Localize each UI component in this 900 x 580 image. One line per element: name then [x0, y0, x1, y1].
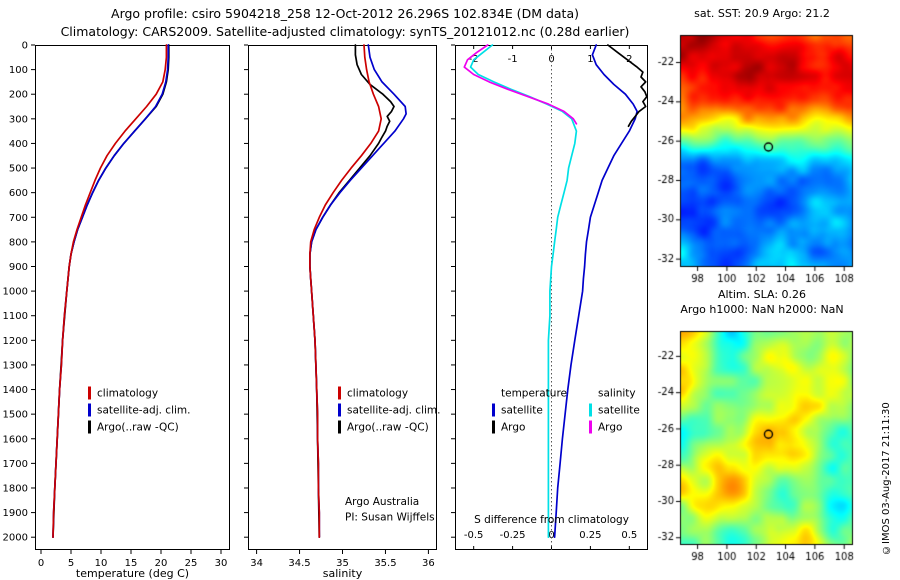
- annotation: PI: Susan Wijffels: [345, 512, 435, 524]
- y-tick-label: 2000: [3, 533, 28, 544]
- legend-label: climatology: [347, 388, 408, 400]
- legend-marker: [88, 386, 91, 400]
- y-tick-label: 100: [9, 65, 28, 76]
- sla-map: [650, 326, 865, 571]
- x-tick-label: -0.25: [500, 530, 526, 541]
- y-tick-label: 1600: [3, 434, 28, 445]
- series-climatology: [52, 44, 168, 539]
- x-tick-label: 36: [422, 558, 435, 569]
- y-tick-label: 200: [9, 90, 28, 101]
- x-tick-label: 25: [185, 558, 198, 569]
- legend-label: satellite: [598, 405, 640, 417]
- x-tick-top-label: 0: [548, 54, 554, 65]
- axis-label: salinity: [323, 567, 363, 580]
- x-tick-top-label: -1: [508, 54, 518, 65]
- series-satellite-s-diff: [469, 44, 578, 539]
- temperature-panel: 0100200300400500600700800900100011001200…: [3, 41, 230, 580]
- y-tick-label: 600: [9, 188, 28, 199]
- legend-header: salinity: [598, 388, 636, 400]
- imos-watermark: ©IMOS 03-Aug-2017 21:11:30: [881, 402, 892, 555]
- legend-marker: [88, 403, 91, 417]
- x-tick-label: 35.5: [374, 558, 396, 569]
- x-tick-label: 0: [548, 530, 554, 541]
- y-tick-label: 1800: [3, 483, 28, 494]
- figure-title-block: Argo profile: csiro 5904218_258 12-Oct-2…: [0, 5, 690, 41]
- legend-marker: [338, 420, 341, 434]
- x-tick-label: 35: [336, 558, 349, 569]
- legend-marker: [589, 420, 592, 434]
- y-tick-label: 1300: [3, 360, 28, 371]
- legend-label: Argo: [501, 422, 525, 434]
- legend-marker: [492, 403, 495, 417]
- y-tick-label: 1700: [3, 459, 28, 470]
- legend-marker: [492, 420, 495, 434]
- x-tick-label: 30: [215, 558, 228, 569]
- series-satellite-t-diff: [553, 44, 638, 539]
- y-tick-label: 1500: [3, 410, 28, 421]
- legend-label: Argo(..raw -QC): [347, 422, 429, 434]
- x-tick-label: 20: [155, 558, 168, 569]
- series-argo-s-diff: [463, 44, 578, 125]
- x-tick-label: 0.25: [579, 530, 601, 541]
- legend-header: temperature: [501, 388, 567, 400]
- legend-marker: [338, 386, 341, 400]
- x-tick-top-label: 2: [626, 54, 632, 65]
- temperature-panel-border: [35, 45, 230, 550]
- series-satellite-adj-clim-: [52, 44, 170, 539]
- annotation: Argo Australia: [345, 496, 419, 508]
- y-tick-label: 500: [9, 164, 28, 175]
- salinity-panel-border: [248, 45, 437, 550]
- series-satellite-adj-clim-: [309, 44, 407, 539]
- figure-title-line2: Climatology: CARS2009. Satellite-adjuste…: [60, 24, 630, 39]
- axis-label: temperature (deg C): [76, 567, 189, 580]
- x-tick-label: 0.5: [621, 530, 637, 541]
- x-tick-label: 5: [68, 558, 74, 569]
- legend-label: satellite-adj. clim.: [97, 405, 190, 417]
- x-tick-label: 15: [125, 558, 138, 569]
- x-tick-top-label: 1: [587, 54, 593, 65]
- y-tick-label: 300: [9, 114, 28, 125]
- series-argo-t-diff: [607, 44, 648, 128]
- legend-label: climatology: [97, 388, 158, 400]
- y-tick-label: 1200: [3, 336, 28, 347]
- series-climatology: [309, 44, 383, 539]
- legend-marker: [338, 403, 341, 417]
- sla-map-title: Altim. SLA: 0.26: [717, 288, 807, 301]
- legend-label: Argo: [598, 422, 622, 434]
- y-tick-label: 1900: [3, 508, 28, 519]
- sst-map-title: sat. SST: 20.9 Argo: 21.2: [694, 7, 830, 20]
- y-tick-label: 900: [9, 262, 28, 273]
- series-argo-raw-qc-: [52, 44, 170, 539]
- x-tick-label: -0.5: [464, 530, 484, 541]
- x-tick-label: 10: [95, 558, 108, 569]
- x-tick-label: 34: [250, 558, 263, 569]
- y-tick-label: 800: [9, 237, 28, 248]
- figure-title-line1: Argo profile: csiro 5904218_258 12-Oct-2…: [111, 6, 579, 21]
- legend-label: Argo(..raw -QC): [97, 422, 179, 434]
- legend-label: satellite-adj. clim.: [347, 405, 440, 417]
- y-tick-label: 400: [9, 139, 28, 150]
- y-tick-label: 1400: [3, 385, 28, 396]
- legend-label: satellite: [501, 405, 543, 417]
- sla-map-subtitle: Argo h1000: NaN h2000: NaN: [680, 303, 844, 316]
- x-tick-label: 0: [38, 558, 44, 569]
- salinity-panel: 34 34.5 35 35.5 36 salinity climatology satelli…: [244, 44, 440, 580]
- x-tick-label: 34.5: [288, 558, 310, 569]
- note: S difference from climatology: [474, 514, 629, 526]
- y-tick-label: 700: [9, 213, 28, 224]
- y-tick-label: 1000: [3, 287, 28, 298]
- y-tick-label: 1100: [3, 311, 28, 322]
- y-tick-label: 0: [22, 41, 28, 52]
- difference-panel: -0.5 -0.25 0 0.25 0.5-2 -1 0 1 2temperaturesatel…: [451, 44, 648, 550]
- legend-marker: [88, 420, 91, 434]
- legend-marker: [589, 403, 592, 417]
- sst-map: [650, 30, 865, 292]
